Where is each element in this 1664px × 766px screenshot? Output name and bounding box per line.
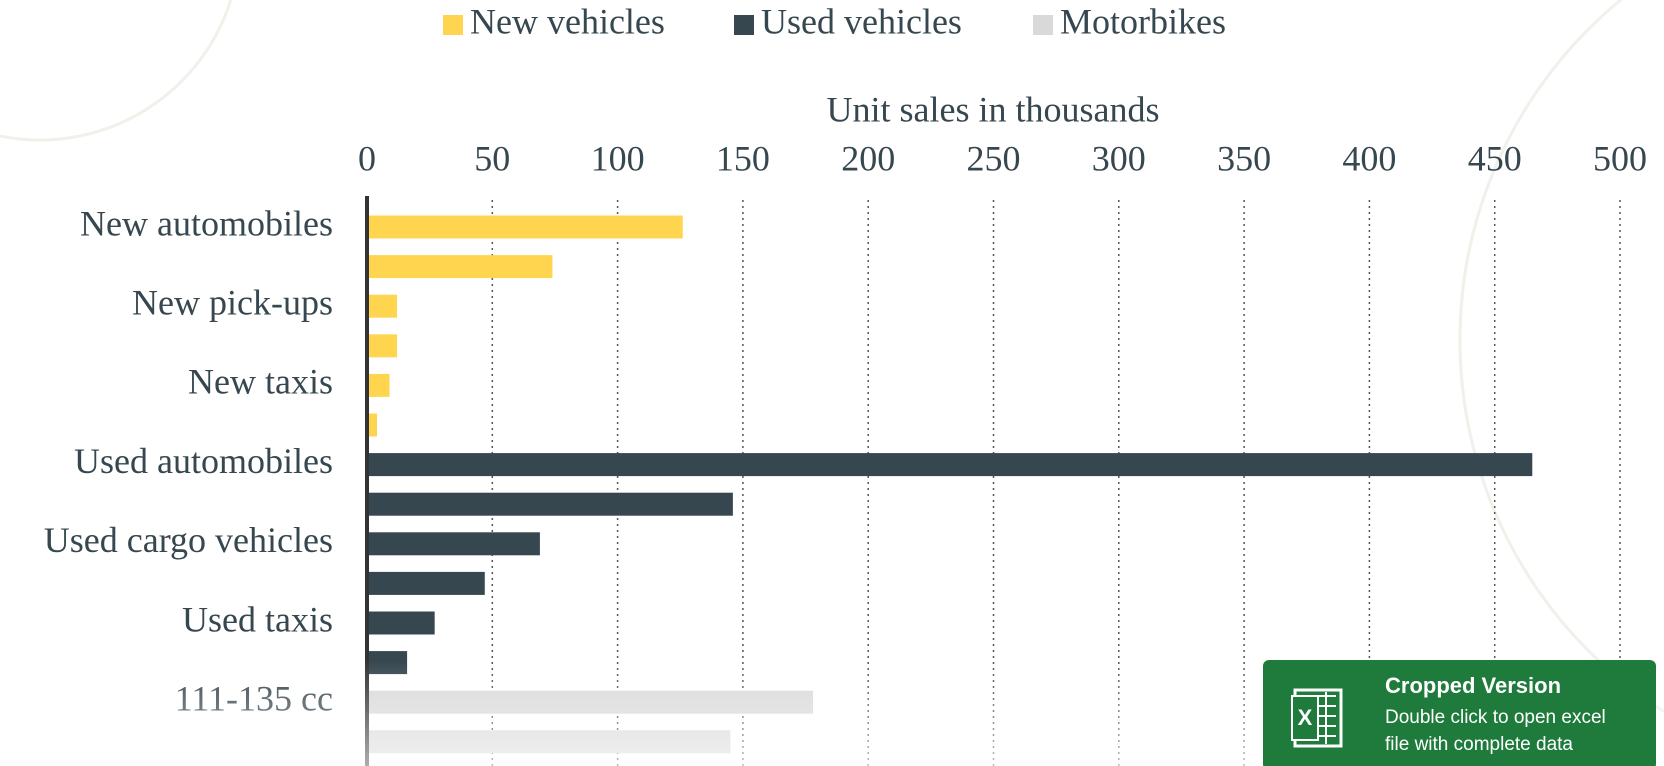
bar — [367, 571, 485, 595]
plot: 0 50 100 150 200 250 300 350 400 450 500 New automo… — [44, 1, 1647, 766]
x-tick-label: 200 — [841, 138, 895, 178]
bar — [367, 611, 435, 635]
x-tick-label: 250 — [967, 138, 1021, 178]
y-tick-label: New pick-ups — [132, 282, 333, 322]
y-tick-label: Used automobiles — [74, 441, 333, 481]
bar — [367, 255, 553, 279]
badge-line: Double click to open excel — [1385, 707, 1606, 728]
excel-x: X — [1298, 705, 1313, 730]
y-tick-label: New automobiles — [80, 203, 333, 243]
legend-label: Motorbikes — [1060, 1, 1226, 41]
legend-swatch — [443, 15, 463, 35]
excel-icon: X — [1291, 688, 1343, 748]
x-tick-label: 150 — [716, 138, 770, 178]
x-tick-label: 450 — [1468, 138, 1522, 178]
bar — [367, 532, 540, 556]
x-tick-label: 400 — [1342, 138, 1396, 178]
x-tick-label: 100 — [591, 138, 645, 178]
badge-box[interactable] — [1263, 660, 1656, 766]
x-tick-label: 300 — [1092, 138, 1146, 178]
bar — [367, 453, 1533, 477]
legend-swatch — [1033, 15, 1053, 35]
x-tick-label: 0 — [358, 138, 376, 178]
y-tick-label: New taxis — [188, 362, 333, 402]
badge-title: Cropped Version — [1385, 673, 1561, 698]
x-tick-label: 350 — [1217, 138, 1271, 178]
y-tick-label: Used cargo vehicles — [44, 520, 333, 560]
bar — [367, 334, 398, 358]
x-tick-label: 500 — [1593, 138, 1647, 178]
y-tick-label: Used taxis — [182, 599, 333, 639]
bar — [367, 492, 733, 516]
axis-title: Unit sales in thousands — [827, 89, 1160, 129]
bar — [367, 215, 683, 239]
badge-line: file with complete data — [1385, 734, 1573, 755]
legend-label: Used vehicles — [761, 1, 962, 41]
badge[interactable]: X Cropped Version Double click to open e… — [1263, 660, 1656, 766]
legend-swatch — [734, 15, 754, 35]
x-tick-label: 50 — [474, 138, 510, 178]
legend-label: New vehicles — [470, 1, 665, 41]
bar — [367, 294, 398, 318]
bar — [367, 373, 390, 397]
bar — [367, 413, 378, 437]
